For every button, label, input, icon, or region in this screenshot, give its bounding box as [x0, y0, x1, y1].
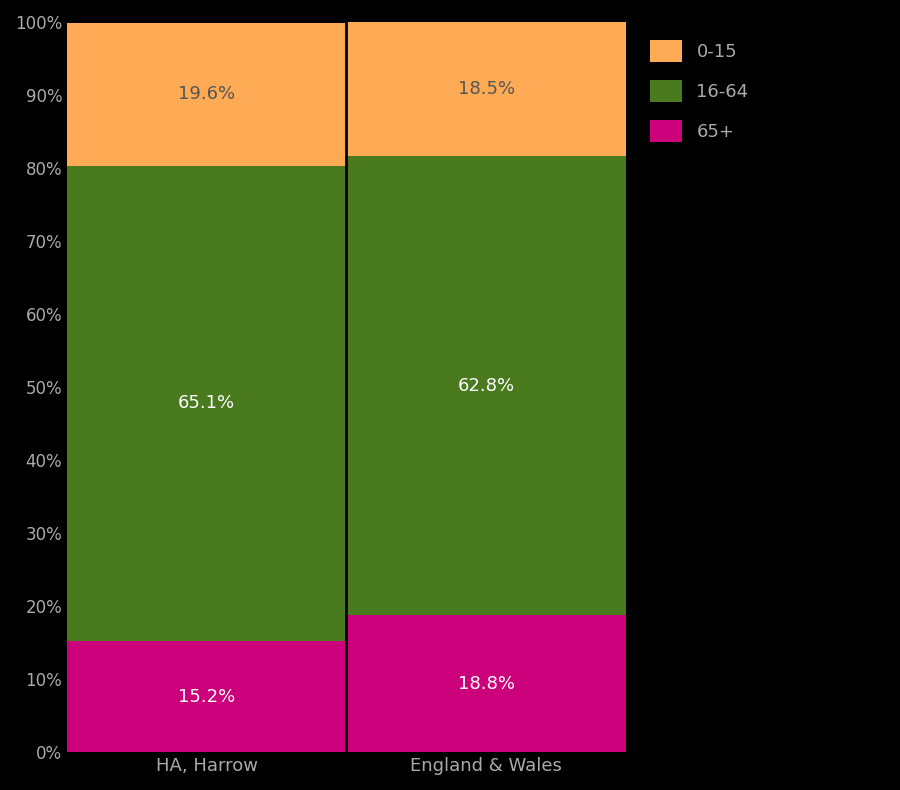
- Text: 18.8%: 18.8%: [458, 675, 515, 693]
- Text: 18.5%: 18.5%: [457, 80, 515, 98]
- Legend: 0-15, 16-64, 65+: 0-15, 16-64, 65+: [641, 31, 758, 151]
- Text: 65.1%: 65.1%: [178, 394, 236, 412]
- Text: 19.6%: 19.6%: [178, 85, 236, 103]
- Bar: [68, 23, 346, 166]
- Text: 15.2%: 15.2%: [178, 687, 236, 705]
- Bar: [346, 156, 626, 615]
- Bar: [346, 21, 626, 156]
- Bar: [68, 641, 346, 752]
- Text: 62.8%: 62.8%: [457, 377, 515, 395]
- Bar: [68, 166, 346, 641]
- Bar: [346, 615, 626, 752]
